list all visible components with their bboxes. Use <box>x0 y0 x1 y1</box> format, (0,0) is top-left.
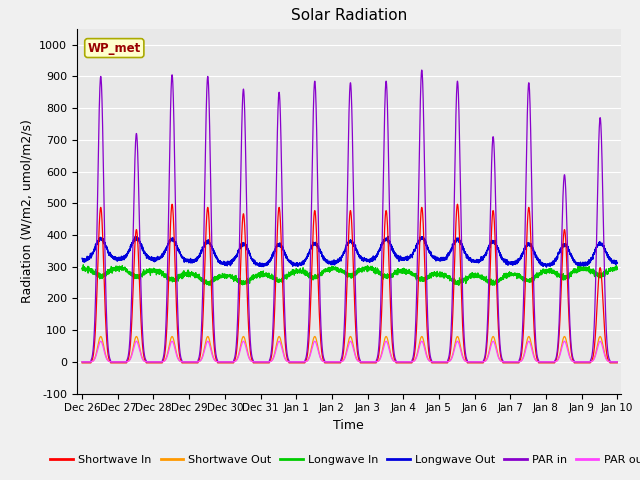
X-axis label: Time: Time <box>333 419 364 432</box>
Legend: Shortwave In, Shortwave Out, Longwave In, Longwave Out, PAR in, PAR out: Shortwave In, Shortwave Out, Longwave In… <box>46 450 640 469</box>
Text: WP_met: WP_met <box>88 42 141 55</box>
Y-axis label: Radiation (W/m2, umol/m2/s): Radiation (W/m2, umol/m2/s) <box>20 119 33 303</box>
Title: Solar Radiation: Solar Radiation <box>291 9 407 24</box>
